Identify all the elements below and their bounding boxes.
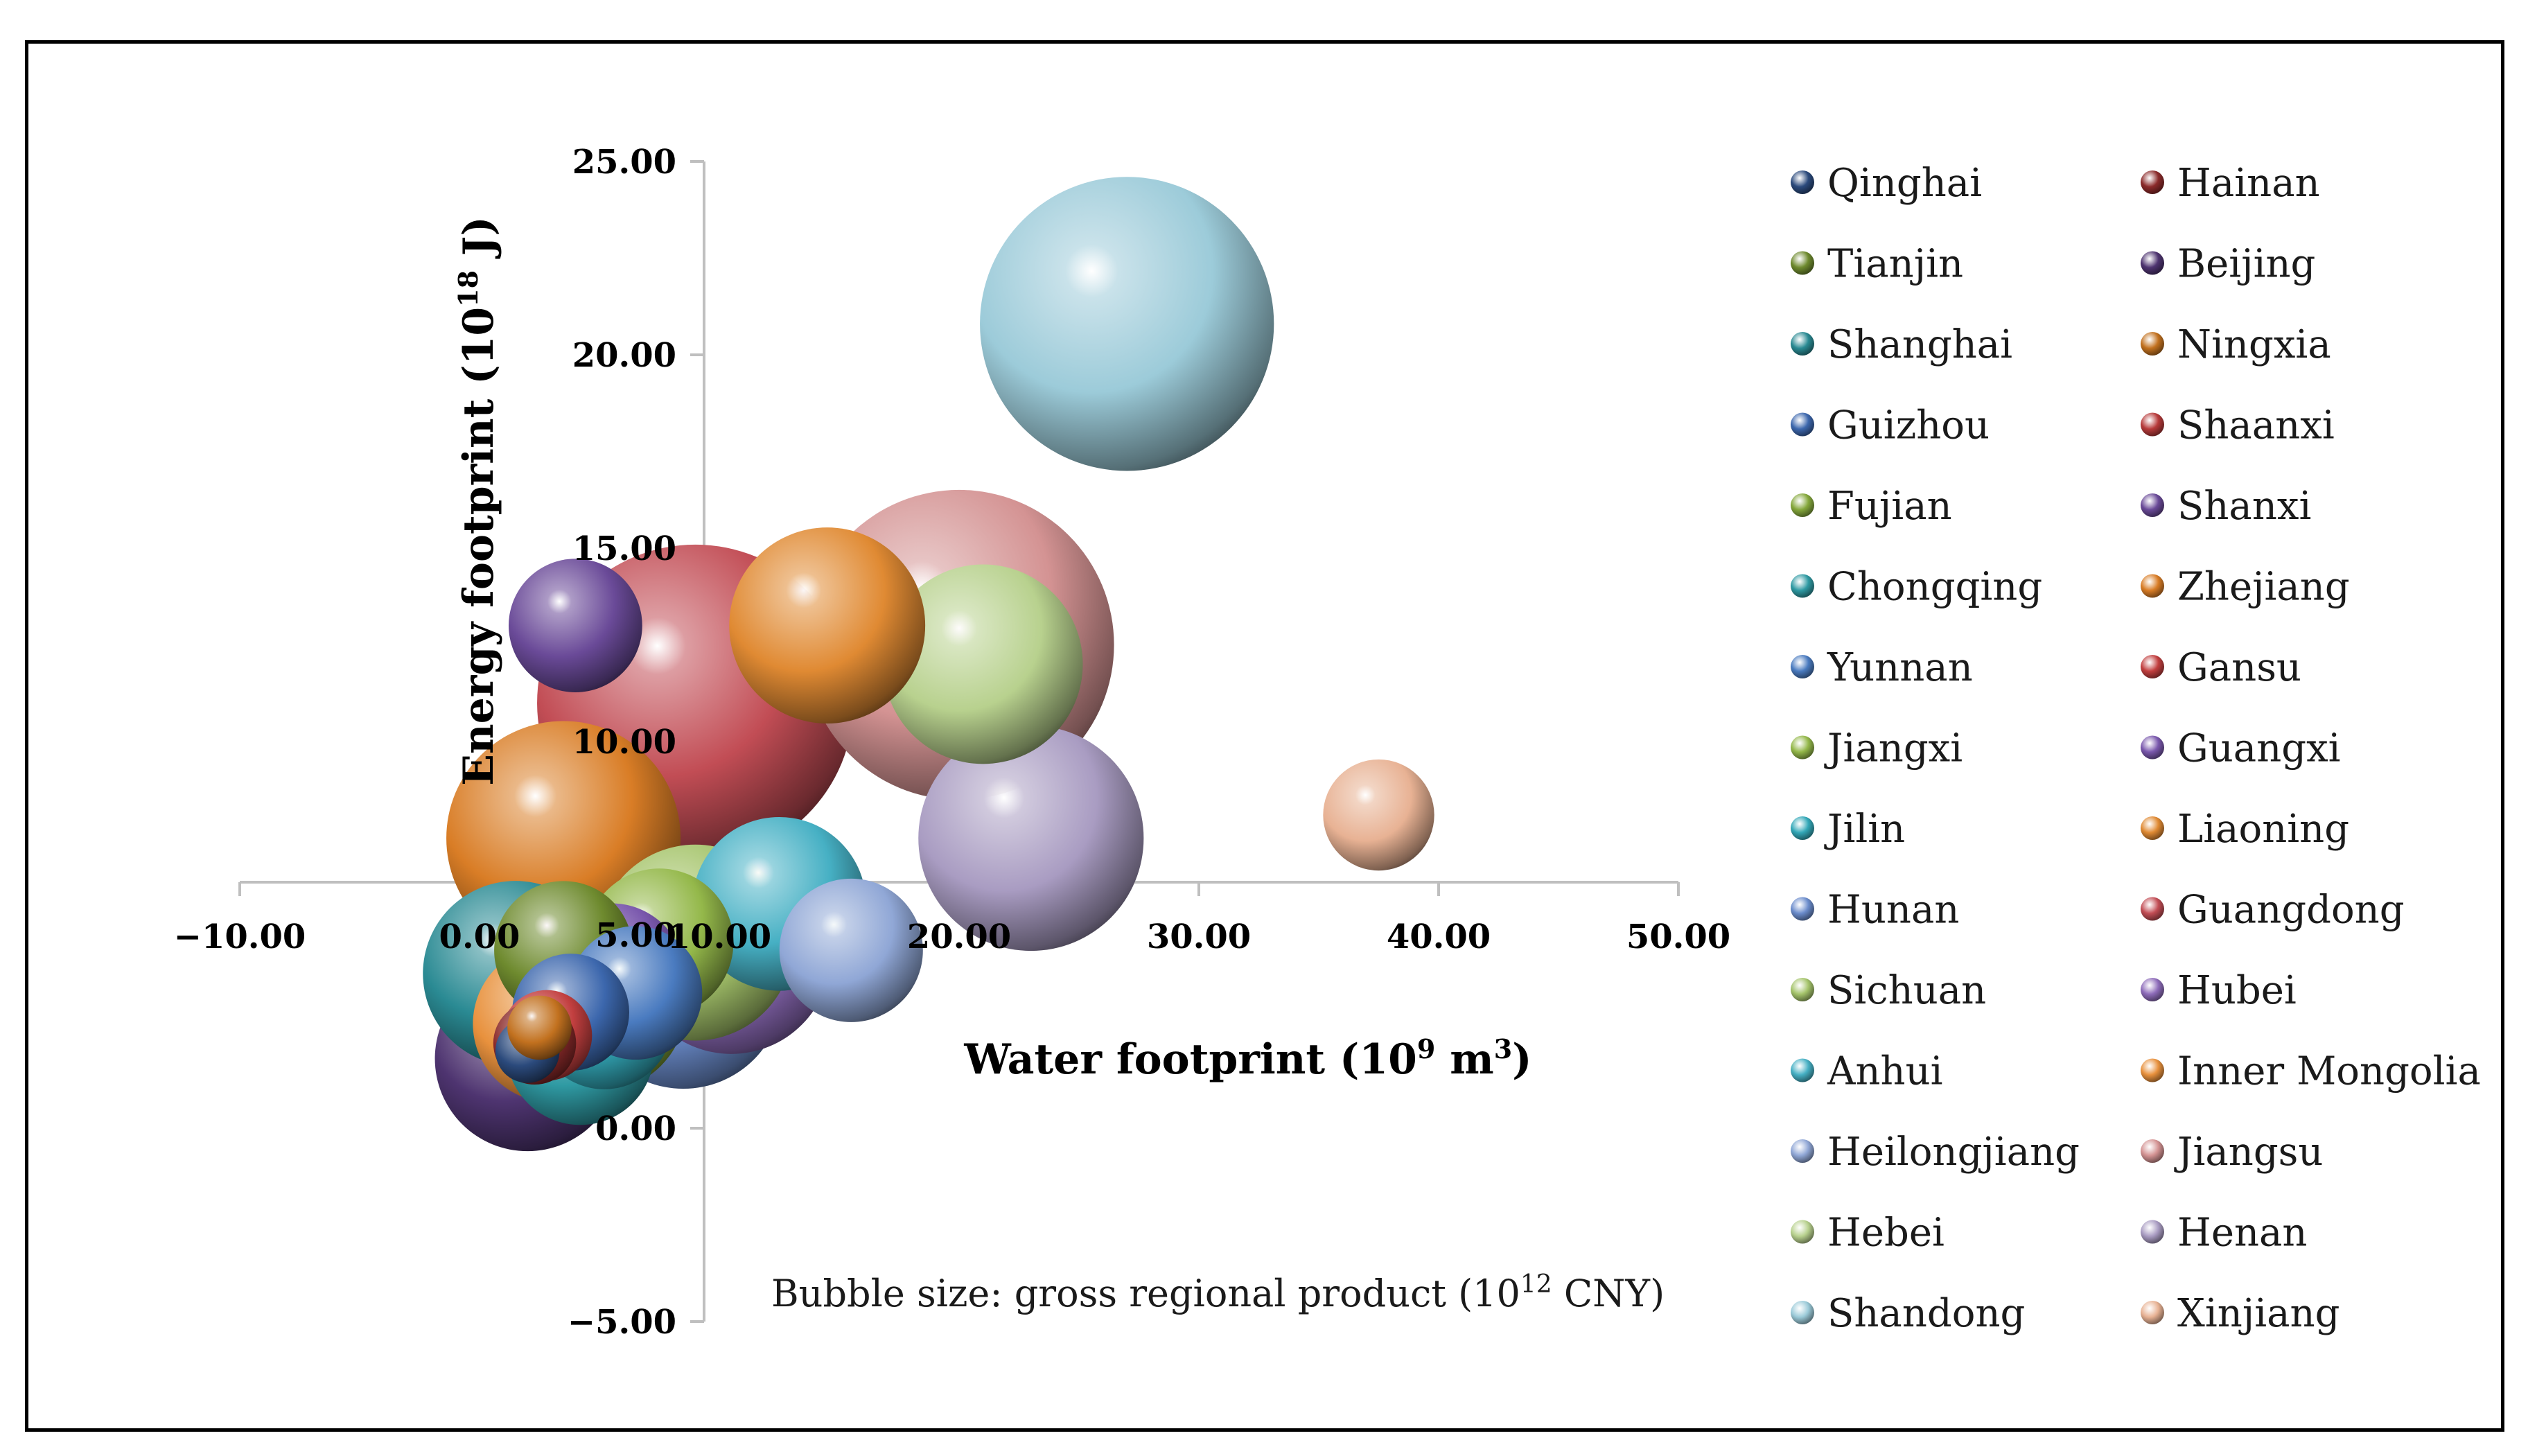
legend-label-shanghai: Shanghai (1827, 322, 2012, 367)
y-tick-label: 5.00 (595, 916, 676, 955)
legend-marker-chongqing (1791, 574, 1814, 598)
legend-label-shanxi: Shanxi (2177, 484, 2311, 529)
legend-marker-ningxia (2141, 332, 2164, 356)
legend-label-henan: Henan (2177, 1211, 2308, 1256)
x-tick-label: −10.00 (174, 918, 306, 956)
legend-label-beijing: Beijing (2177, 242, 2315, 287)
legend-marker-yunnan (1791, 655, 1814, 678)
legend: Qinghai Hainan Tianjin Beijing Shanghai Ningx… (1791, 161, 2481, 1336)
tick-labels: −10.00 0.00 10.00 20.00 30.00 40.00 50.00 25.00… (174, 143, 1730, 1342)
legend-marker-hebei (1791, 1220, 1814, 1244)
bubble-shanxi (509, 559, 642, 692)
legend-marker-jiangxi (1791, 735, 1814, 760)
y-tick-label: −5.00 (568, 1303, 676, 1342)
legend-marker-anhui (1791, 1058, 1814, 1082)
y-tick-label: 10.00 (572, 723, 676, 762)
legend-marker-liaoning (2141, 816, 2164, 840)
legend-marker-guangxi (2141, 735, 2164, 760)
legend-label-ningxia: Ningxia (2177, 322, 2331, 367)
legend-marker-tianjin (1791, 251, 1814, 275)
legend-label-tianjin: Tianjin (1827, 242, 1963, 287)
bubble-heilongjiang (779, 878, 923, 1022)
legend-marker-jilin (1791, 816, 1814, 840)
x-tick-label: 0.00 (439, 918, 520, 956)
legend-marker-fujian (1791, 493, 1814, 517)
legend-label-hunan: Hunan (1827, 888, 1959, 933)
legend-marker-henan (2141, 1220, 2164, 1244)
legend-label-zhejiang: Zhejiang (2177, 565, 2350, 610)
chart-frame: −10.00 0.00 10.00 20.00 30.00 40.00 50.00 25.00… (25, 40, 2504, 1432)
x-axis-title: Water footprint (109 m3) (963, 1033, 1531, 1084)
y-tick-label: 25.00 (572, 143, 676, 182)
legend-marker-shaanxi (2141, 412, 2164, 437)
legend-label-fujian: Fujian (1827, 484, 1952, 529)
legend-label-anhui: Anhui (1827, 1049, 1943, 1094)
y-tick-label: 20.00 (572, 336, 676, 375)
legend-label-qinghai: Qinghai (1827, 161, 1982, 206)
legend-marker-hubei (2141, 978, 2164, 1001)
legend-label-chongqing: Chongqing (1827, 565, 2042, 610)
legend-marker-zhejiang (2141, 574, 2164, 598)
legend-label-inner-mongolia: Inner Mongolia (2177, 1049, 2481, 1094)
legend-marker-qinghai (1791, 170, 1814, 194)
legend-label-sichuan: Sichuan (1827, 968, 1986, 1013)
legend-label-jiangxi: Jiangxi (1824, 726, 1963, 771)
legend-marker-xinjiang (2141, 1301, 2164, 1324)
legend-marker-shandong (1791, 1301, 1814, 1324)
legend-marker-gansu (2141, 655, 2164, 678)
x-tick-label: 20.00 (907, 918, 1011, 956)
legend-marker-jiangsu (2141, 1139, 2164, 1163)
legend-label-hubei: Hubei (2177, 968, 2297, 1013)
bubbles (423, 177, 1434, 1152)
legend-label-shandong: Shandong (1827, 1291, 2025, 1336)
bubble-henan (918, 725, 1144, 951)
legend-label-jiangsu: Jiangsu (2174, 1130, 2323, 1175)
legend-label-guangxi: Guangxi (2177, 726, 2341, 771)
legend-label-shaanxi: Shaanxi (2177, 403, 2335, 448)
legend-marker-shanghai (1791, 332, 1814, 356)
legend-label-guangdong: Guangdong (2177, 888, 2405, 933)
legend-marker-guangdong (2141, 897, 2164, 921)
bubble-chart: −10.00 0.00 10.00 20.00 30.00 40.00 50.00 25.00… (174, 143, 2481, 1342)
bubble-size-note: Bubble size: gross regional product (101… (771, 1270, 1665, 1315)
y-tick-label: 0.00 (595, 1109, 676, 1148)
legend-label-jilin: Jilin (1824, 807, 1905, 852)
legend-label-hebei: Hebei (1827, 1211, 1945, 1256)
legend-marker-sichuan (1791, 978, 1814, 1001)
y-axis-title: Energy footprint (1018 J) (453, 216, 503, 785)
legend-marker-inner-mongolia (2141, 1058, 2164, 1082)
x-tick-label: 50.00 (1626, 918, 1730, 956)
bubble-ningxia (507, 995, 572, 1060)
x-tick-label: 30.00 (1147, 918, 1251, 956)
legend-marker-shanxi (2141, 493, 2164, 517)
legend-marker-guizhou (1791, 412, 1814, 437)
bubble-liaoning (729, 527, 926, 724)
bubble-hebei (883, 564, 1083, 764)
bubble-xinjiang (1323, 759, 1434, 871)
legend-label-xinjiang: Xinjiang (2177, 1291, 2340, 1336)
y-tick-label: 15.00 (572, 529, 676, 568)
x-tick-label: 40.00 (1387, 918, 1491, 956)
bubble-shandong (980, 177, 1274, 471)
legend-marker-beijing (2141, 251, 2164, 275)
legend-marker-heilongjiang (1791, 1139, 1814, 1163)
legend-label-guizhou: Guizhou (1827, 403, 1990, 448)
legend-label-yunnan: Yunnan (1827, 645, 1973, 690)
legend-label-gansu: Gansu (2177, 645, 2301, 690)
x-tick-label: 10.00 (667, 918, 771, 956)
legend-label-heilongjiang: Heilongjiang (1827, 1130, 2080, 1175)
legend-label-hainan: Hainan (2177, 161, 2320, 206)
legend-marker-hunan (1791, 897, 1814, 921)
legend-marker-hainan (2141, 170, 2164, 194)
legend-label-liaoning: Liaoning (2177, 807, 2349, 852)
